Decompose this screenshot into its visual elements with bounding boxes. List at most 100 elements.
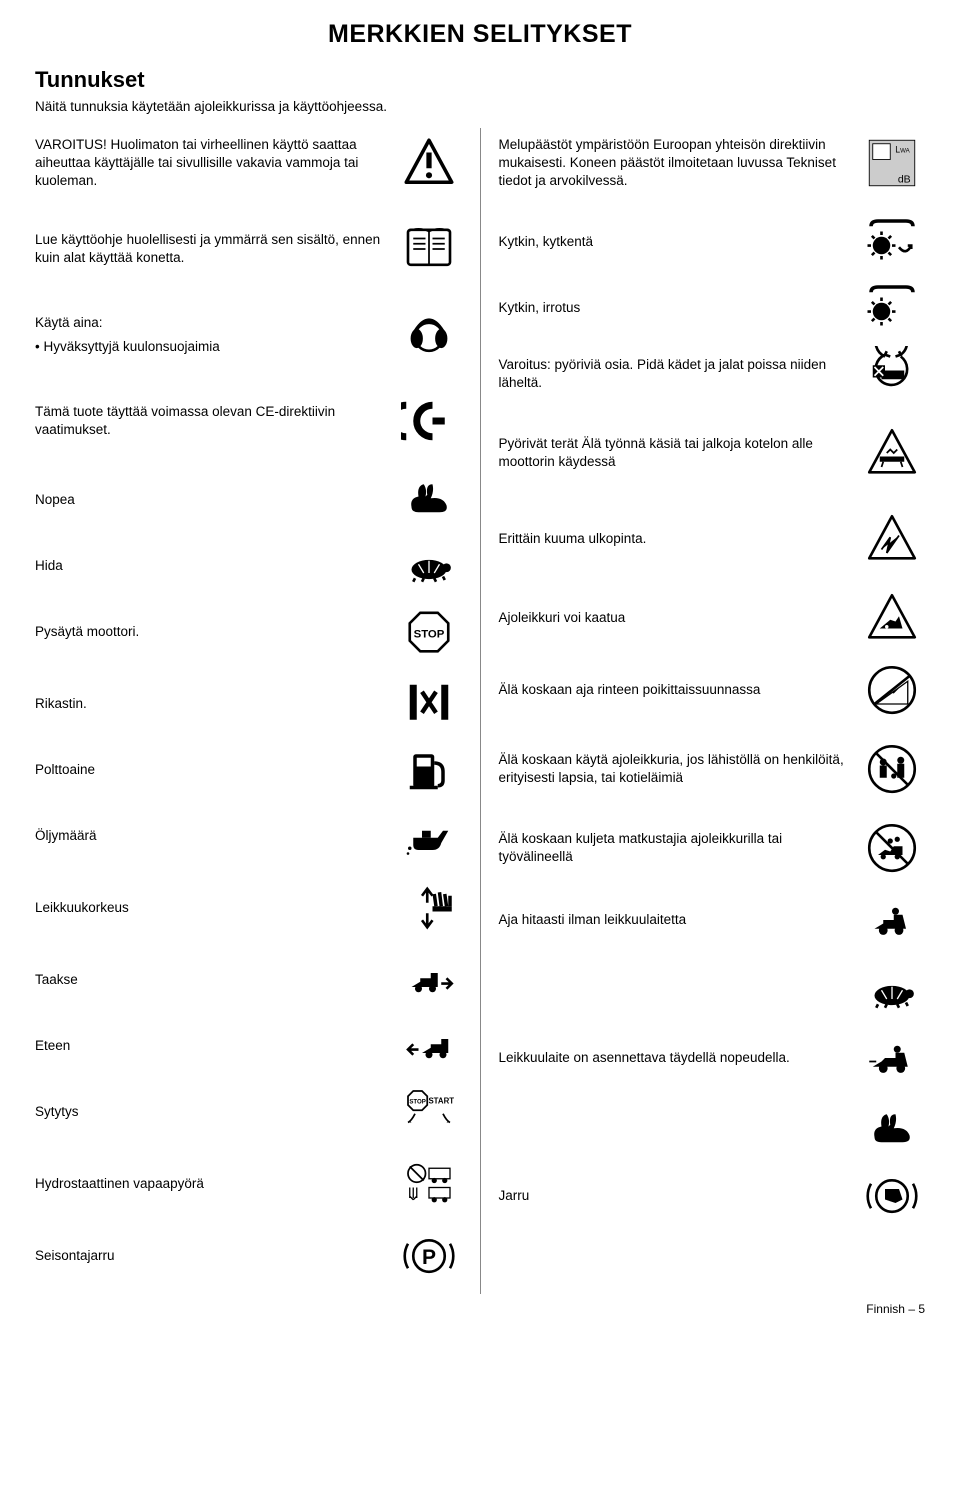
symbol-text: Leikkuulaite on asennettava täydellä nop…	[499, 1049, 860, 1067]
symbol-text: Tämä tuote täyttää voimassa olevan CE-di…	[35, 403, 396, 439]
symbol-text: VAROITUS! Huolimaton tai virheellinen kä…	[35, 136, 396, 191]
symbol-text: Hydrostaattinen vapaapyörä	[35, 1175, 396, 1193]
mower-reverse-icon	[396, 952, 462, 1008]
parking-brake-icon	[396, 1228, 462, 1284]
symbol-text: Taakse	[35, 971, 396, 989]
symbol-row-forward: Eteen	[35, 1018, 462, 1074]
symbol-row-cut-height: Leikkuukorkeus	[35, 880, 462, 936]
symbol-row-blades: Pyörivät terät Älä työnnä käsiä tai jalk…	[499, 418, 926, 488]
intro-text: Näitä tunnuksia käytetään ajoleikkurissa…	[35, 99, 925, 114]
symbol-row-choke: Rikastin.	[35, 676, 462, 732]
lwa-db-icon	[859, 135, 925, 191]
symbol-row-fast: Nopea	[35, 472, 462, 528]
cut-height-icon	[396, 880, 462, 936]
symbol-text: Lue käyttöohje huolellisesti ja ymmärrä …	[35, 231, 396, 267]
symbol-text: Älä koskaan käytä ajoleikkuria, jos lähi…	[499, 751, 860, 787]
symbol-text: Eteen	[35, 1037, 396, 1055]
symbol-row-fuel: Polttoaine	[35, 742, 462, 798]
symbol-row-ce: Tämä tuote täyttää voimassa olevan CE-di…	[35, 386, 462, 456]
mower-forward-icon	[396, 1018, 462, 1074]
oil-can-icon	[396, 808, 462, 864]
symbol-row-manual: Lue käyttöohje huolellisesti ja ymmärrä …	[35, 214, 462, 284]
symbol-row-warning: VAROITUS! Huolimaton tai virheellinen kä…	[35, 128, 462, 198]
mower-slow-icon	[859, 892, 925, 948]
symbol-row-stop-engine: Pysäytä moottori.	[35, 604, 462, 660]
symbol-row-rotating: Varoitus: pyöriviä osia. Pidä kädet ja j…	[499, 346, 926, 402]
turtle-icon	[396, 538, 462, 594]
footer-lang: Finnish	[866, 1302, 905, 1316]
symbol-row-rabbit2	[499, 1102, 926, 1158]
left-column: VAROITUS! Huolimaton tai virheellinen kä…	[35, 128, 480, 1294]
symbol-row-tip: Ajoleikkuri voi kaatua	[499, 590, 926, 646]
symbol-row-ppe: Käytä aina:• Hyväksyttyjä kuulonsuojaimi…	[35, 300, 462, 370]
symbol-text: Ajoleikkuri voi kaatua	[499, 609, 860, 627]
triangle-blade-icon	[859, 425, 925, 481]
symbol-row-reverse: Taakse	[35, 952, 462, 1008]
symbol-text: Älä koskaan kuljeta matkustajia ajoleikk…	[499, 830, 860, 866]
triangle-excl-icon	[396, 135, 462, 191]
fuel-pump-icon	[396, 742, 462, 798]
clutch-engage-icon	[859, 214, 925, 270]
stop-start-icon	[396, 1084, 462, 1140]
no-slope-icon	[859, 662, 925, 718]
earmuffs-icon	[396, 307, 462, 363]
page-footer: Finnish – 5	[35, 1302, 925, 1316]
symbol-text: Kytkin, irrotus	[499, 299, 860, 317]
symbol-row-bystanders: Älä koskaan käytä ajoleikkuria, jos lähi…	[499, 734, 926, 804]
symbol-row-oil: Öljymäärä	[35, 808, 462, 864]
symbol-text: Älä koskaan aja rinteen poikittaissuunna…	[499, 681, 860, 699]
symbol-row-full-speed: Leikkuulaite on asennettava täydellä nop…	[499, 1030, 926, 1086]
symbol-row-clutch-off: Kytkin, irrotus	[499, 280, 926, 336]
section-subtitle: Tunnukset	[35, 67, 925, 93]
symbol-row-slope: Älä koskaan aja rinteen poikittaissuunna…	[499, 662, 926, 718]
mower-fast-icon	[859, 1030, 925, 1086]
symbol-text: Nopea	[35, 491, 396, 509]
symbol-row-passenger: Älä koskaan kuljeta matkustajia ajoleikk…	[499, 820, 926, 876]
symbol-row-hot: Erittäin kuuma ulkopinta.	[499, 504, 926, 574]
freewheel-icon	[396, 1156, 462, 1212]
symbol-text: Polttoaine	[35, 761, 396, 779]
symbol-text: Erittäin kuuma ulkopinta.	[499, 530, 860, 548]
rabbit-icon	[859, 1102, 925, 1158]
symbol-row-hydro: Hydrostaattinen vapaapyörä	[35, 1156, 462, 1212]
symbol-text: Käytä aina:• Hyväksyttyjä kuulonsuojaimi…	[35, 314, 396, 356]
stop-sign-icon	[396, 604, 462, 660]
symbol-row-brake: Jarru	[499, 1168, 926, 1224]
content-columns: VAROITUS! Huolimaton tai virheellinen kä…	[35, 128, 925, 1294]
page-title: MERKKIEN SELITYKSET	[35, 20, 925, 49]
clutch-release-icon	[859, 280, 925, 336]
symbol-text: Öljymäärä	[35, 827, 396, 845]
right-column: Melupäästöt ympäristöön Euroopan yhteisö…	[480, 128, 926, 1294]
symbol-text: Hida	[35, 557, 396, 575]
no-passenger-icon	[859, 820, 925, 876]
turtle-icon	[859, 964, 925, 1020]
book-icon	[396, 221, 462, 277]
no-bystanders-icon	[859, 741, 925, 797]
symbol-row-clutch-on: Kytkin, kytkentä	[499, 214, 926, 270]
symbol-text: Leikkuukorkeus	[35, 899, 396, 917]
symbol-text: Aja hitaasti ilman leikkuulaitetta	[499, 911, 860, 929]
symbol-text: Rikastin.	[35, 695, 396, 713]
symbol-row-ignition: Sytytys	[35, 1084, 462, 1140]
symbol-row-drive-slow: Aja hitaasti ilman leikkuulaitetta	[499, 892, 926, 948]
symbol-text: Sytytys	[35, 1103, 396, 1121]
symbol-text: Seisontajarru	[35, 1247, 396, 1265]
symbol-text: Pysäytä moottori.	[35, 623, 396, 641]
symbol-text: Varoitus: pyöriviä osia. Pidä kädet ja j…	[499, 356, 860, 392]
symbol-row-turtle2	[499, 964, 926, 1020]
triangle-hot-icon	[859, 511, 925, 567]
choke-icon	[396, 676, 462, 732]
rotating-blades-icon	[859, 346, 925, 402]
symbol-row-slow: Hida	[35, 538, 462, 594]
ce-mark-icon	[396, 393, 462, 449]
symbol-text: Pyörivät terät Älä työnnä käsiä tai jalk…	[499, 435, 860, 471]
footer-page-num: – 5	[908, 1302, 925, 1316]
symbol-text: Jarru	[499, 1187, 860, 1205]
symbol-row-parkbrake: Seisontajarru	[35, 1228, 462, 1284]
symbol-text: Melupäästöt ympäristöön Euroopan yhteisö…	[499, 136, 860, 191]
symbol-text: Kytkin, kytkentä	[499, 233, 860, 251]
rabbit-icon	[396, 472, 462, 528]
triangle-tip-icon	[859, 590, 925, 646]
symbol-row-noise: Melupäästöt ympäristöön Euroopan yhteisö…	[499, 128, 926, 198]
brake-pedal-icon	[859, 1168, 925, 1224]
